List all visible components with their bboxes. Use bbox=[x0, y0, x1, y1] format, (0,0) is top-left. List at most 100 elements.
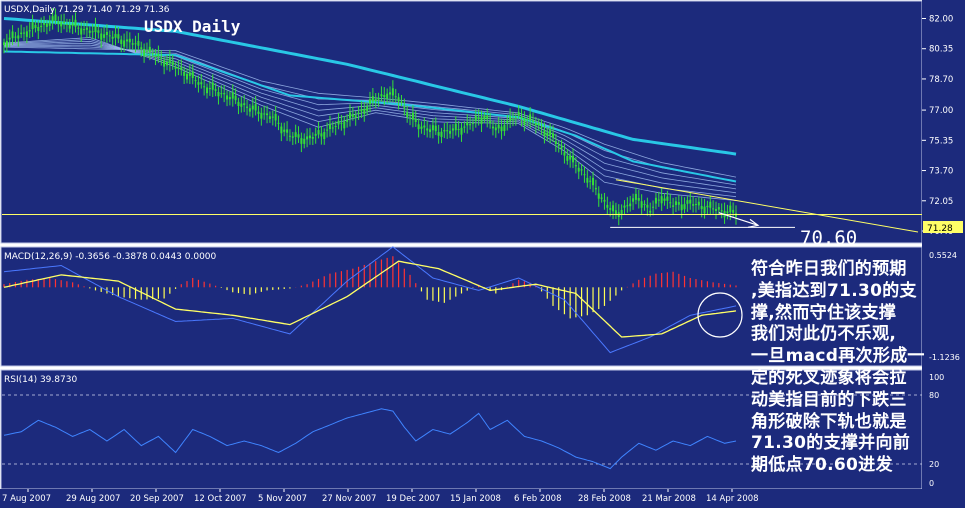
candle-body bbox=[700, 205, 703, 210]
candle-body bbox=[437, 132, 440, 136]
candle-body bbox=[105, 31, 108, 35]
candle-body bbox=[317, 130, 320, 135]
candle-body bbox=[654, 197, 657, 204]
candle-body bbox=[534, 122, 537, 126]
candle-body bbox=[397, 97, 400, 102]
candle-body bbox=[646, 204, 649, 208]
candle-body bbox=[540, 126, 543, 128]
macd-label: MACD(12,26,9) -0.3656 -0.3878 0.0443 0.0… bbox=[4, 252, 217, 262]
candle-body bbox=[214, 89, 217, 91]
candle-body bbox=[191, 71, 194, 79]
candle-body bbox=[732, 209, 735, 213]
candle-body bbox=[306, 136, 309, 140]
candle-body bbox=[672, 205, 675, 207]
date-tick-label: 20 Sep 2007 bbox=[130, 494, 184, 504]
candle-body bbox=[266, 113, 269, 116]
candle-body bbox=[240, 103, 243, 107]
annotation-line: 我们对此仍不乐观, bbox=[751, 324, 897, 345]
candle-body bbox=[720, 210, 723, 212]
candle-body bbox=[360, 109, 363, 112]
candle-body bbox=[514, 117, 517, 119]
candle-body bbox=[286, 129, 289, 133]
candle-body bbox=[303, 138, 306, 144]
candle-body bbox=[594, 187, 597, 190]
candle-body bbox=[211, 82, 214, 90]
candle-body bbox=[60, 22, 63, 27]
candle-body bbox=[614, 210, 617, 215]
candle-body bbox=[643, 203, 646, 205]
candle-body bbox=[43, 23, 46, 25]
candle-body bbox=[411, 112, 414, 120]
price-tick-label: 77.00 bbox=[929, 106, 953, 116]
candle-body bbox=[511, 119, 514, 121]
candle-body bbox=[592, 177, 595, 186]
candle-body bbox=[163, 60, 166, 67]
candle-body bbox=[637, 198, 640, 201]
candle-body bbox=[145, 50, 148, 52]
candle-body bbox=[294, 132, 297, 137]
candle-body bbox=[280, 126, 283, 134]
candle-body bbox=[88, 30, 91, 33]
candle-body bbox=[603, 199, 606, 202]
date-tick-label: 29 Aug 2007 bbox=[66, 494, 120, 504]
candle-body bbox=[354, 115, 357, 118]
candle-body bbox=[480, 117, 483, 125]
candle-body bbox=[114, 33, 117, 38]
candle-body bbox=[5, 40, 8, 48]
candle-body bbox=[337, 120, 340, 125]
candle-body bbox=[308, 135, 311, 139]
candle-body bbox=[583, 174, 586, 176]
candle-body bbox=[406, 112, 409, 117]
candle-body bbox=[440, 131, 443, 137]
candle-body bbox=[243, 103, 246, 106]
macd-highlight-circle bbox=[697, 292, 743, 338]
candle-body bbox=[186, 73, 188, 80]
candle-body bbox=[174, 66, 177, 69]
candle-body bbox=[351, 114, 354, 117]
candle-body bbox=[429, 129, 432, 133]
candle-body bbox=[171, 61, 174, 65]
candle-body bbox=[420, 126, 423, 129]
candle-body bbox=[251, 105, 254, 110]
annotation-line: ,美指达到71.30的支 bbox=[751, 280, 917, 301]
candle-body bbox=[85, 27, 88, 30]
candle-body bbox=[165, 61, 168, 66]
candle-body bbox=[140, 47, 143, 49]
candle-body bbox=[3, 42, 5, 46]
price-tick-label: 73.70 bbox=[929, 167, 953, 177]
candle-body bbox=[597, 193, 600, 199]
candle-body bbox=[471, 122, 474, 124]
candle-body bbox=[94, 25, 97, 33]
candle-body bbox=[460, 127, 463, 135]
date-tick-label: 28 Feb 2008 bbox=[578, 494, 631, 504]
candle-body bbox=[606, 204, 609, 208]
candle-body bbox=[148, 46, 151, 53]
candle-body bbox=[197, 82, 200, 85]
candle-body bbox=[11, 31, 14, 39]
candle-body bbox=[57, 21, 60, 25]
candle-body bbox=[314, 133, 317, 136]
candle-body bbox=[246, 106, 249, 108]
candle-body bbox=[366, 106, 369, 111]
candle-body bbox=[226, 95, 229, 100]
rsi-layer bbox=[2, 394, 922, 470]
candle-body bbox=[663, 198, 666, 201]
chart-title: USDX Daily bbox=[144, 17, 241, 36]
candle-body bbox=[383, 94, 386, 98]
candle-body bbox=[709, 201, 712, 208]
candle-body bbox=[137, 40, 140, 46]
candle-body bbox=[71, 23, 74, 26]
candle-body bbox=[686, 200, 689, 204]
candle-body bbox=[400, 101, 403, 103]
price-tick-label: 78.70 bbox=[929, 75, 953, 85]
candle-body bbox=[454, 123, 457, 131]
candle-body bbox=[31, 22, 34, 30]
annotation-line: 符合昨日我们的预期 bbox=[751, 259, 907, 279]
date-tick-label: 27 Nov 2007 bbox=[322, 494, 376, 504]
candle-body bbox=[626, 205, 629, 207]
candle-body bbox=[517, 111, 520, 116]
candle-body bbox=[180, 67, 183, 70]
candle-body bbox=[674, 201, 677, 206]
candle-body bbox=[311, 136, 314, 139]
candle-body bbox=[483, 115, 486, 120]
